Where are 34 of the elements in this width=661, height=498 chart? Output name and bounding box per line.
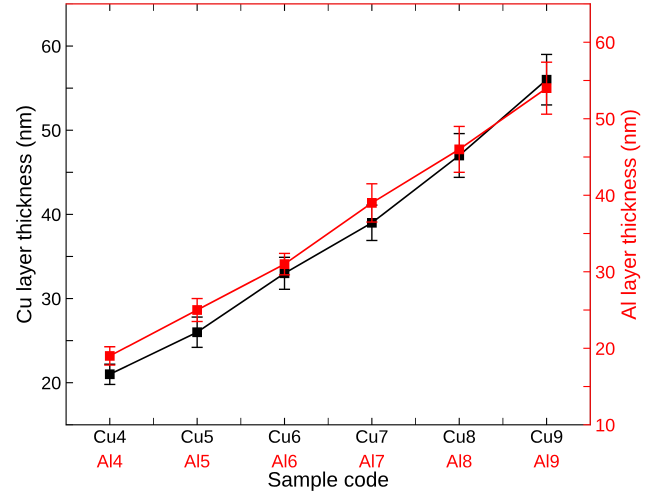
text: Al4 (96, 454, 122, 468)
y2-tick-label: 30 (596, 266, 615, 278)
y-axis-title: Cu layer thickness (nm) (16, 106, 36, 323)
point (280, 259, 290, 269)
text: Al7 (358, 454, 384, 468)
x-tick-label: Cu6 (268, 430, 300, 443)
x-tick-label: Cu9 (530, 430, 562, 443)
x-tick-label: Cu8 (444, 430, 476, 443)
x-tick-label: Cu4 (94, 430, 126, 443)
y2-tick-label: 60 (596, 36, 615, 49)
point (542, 83, 552, 94)
text: Al9 (534, 454, 559, 468)
x-axis-title: Sample code (268, 471, 388, 491)
point (192, 305, 202, 315)
x-tick-label: Cu7 (356, 430, 388, 443)
point (104, 351, 115, 361)
text: Al8 (446, 454, 472, 468)
y2-tick-label: 50 (596, 112, 615, 126)
y2-axis-title: Al layer thickness (nm) (620, 110, 640, 320)
x-tick-label: Cu5 (182, 430, 213, 443)
text: Al6 (271, 454, 297, 468)
y-tick-label: 20 (42, 376, 61, 390)
y2-tick-label: 20 (596, 342, 615, 356)
y-tick-label: 30 (42, 292, 61, 306)
y-tick-label: 50 (42, 124, 61, 137)
point (454, 144, 464, 154)
text: Al5 (184, 454, 210, 468)
y-tick-label: 40 (42, 208, 61, 222)
y-tick-label: 60 (42, 40, 61, 53)
point (104, 369, 115, 380)
y2-tick-label: 40 (596, 189, 615, 202)
point (367, 198, 377, 208)
point (192, 327, 202, 338)
y2-tick-label: 10 (596, 418, 615, 432)
